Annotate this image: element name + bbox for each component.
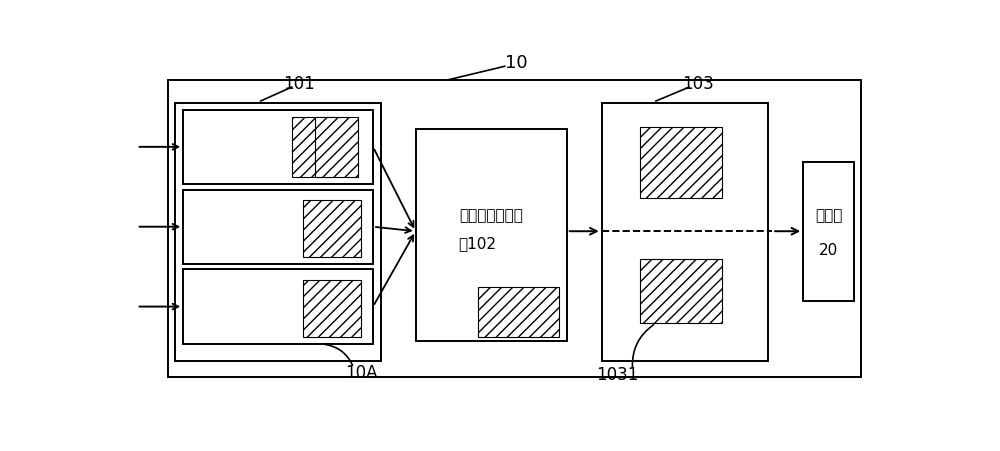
Text: 缓存队列处理模: 缓存队列处理模 xyxy=(459,208,523,223)
Bar xyxy=(315,117,358,177)
Bar xyxy=(602,103,768,361)
Text: 10A: 10A xyxy=(345,364,378,382)
Bar xyxy=(183,110,373,184)
Text: 103: 103 xyxy=(683,74,714,92)
Bar xyxy=(478,287,559,337)
Bar xyxy=(303,280,361,337)
Text: 10: 10 xyxy=(505,54,528,72)
Bar xyxy=(168,80,861,377)
Text: 块102: 块102 xyxy=(459,236,497,251)
Bar xyxy=(640,127,722,198)
Bar xyxy=(183,189,373,264)
Bar xyxy=(292,117,334,177)
Text: 存储器: 存储器 xyxy=(815,208,842,223)
Text: 1031: 1031 xyxy=(596,366,638,384)
Bar xyxy=(175,103,381,361)
Bar xyxy=(416,129,567,341)
Text: 101: 101 xyxy=(284,74,315,92)
Bar xyxy=(183,269,373,344)
Text: 20: 20 xyxy=(819,243,838,258)
Bar xyxy=(303,200,361,257)
Bar xyxy=(803,162,854,301)
Bar xyxy=(640,259,722,323)
